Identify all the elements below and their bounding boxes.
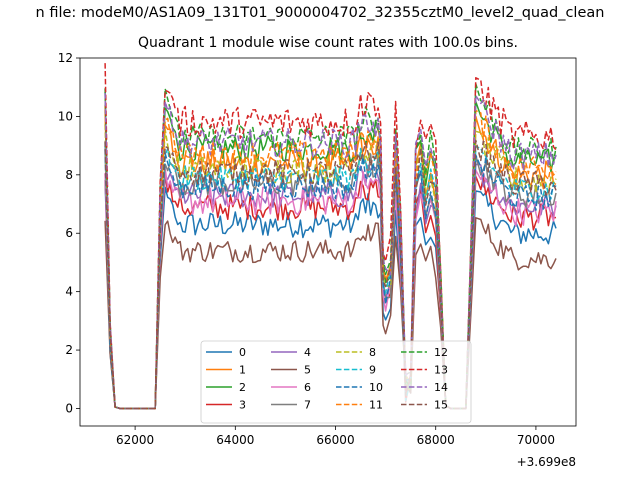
- series-line-0: [104, 179, 557, 410]
- legend-label-15: 15: [434, 399, 448, 412]
- y-tick-label: 2: [65, 343, 73, 357]
- figure-suptitle: n file: modeM0/AS1A09_131T01_9000004702_…: [35, 5, 605, 21]
- plot-frame: [79, 57, 577, 427]
- x-tick-label: 68000: [417, 433, 455, 447]
- legend-label-1: 1: [239, 364, 246, 377]
- legend-label-7: 7: [304, 399, 311, 412]
- y-axis: 0 2 4 6 8 10 12: [58, 51, 80, 415]
- y-tick-label: 8: [65, 168, 73, 182]
- series-line-7: [104, 149, 557, 410]
- y-tick-label: 10: [58, 109, 73, 123]
- x-tick-label: 66000: [316, 433, 354, 447]
- legend-label-0: 0: [239, 346, 246, 359]
- y-tick-label: 0: [65, 401, 73, 415]
- series-line-9: [104, 142, 557, 410]
- legend-label-13: 13: [434, 364, 448, 377]
- x-offset-label: +3.699e8: [517, 455, 576, 469]
- series-line-14: [104, 92, 557, 410]
- series-line-15: [104, 139, 557, 410]
- legend-label-14: 14: [434, 381, 448, 394]
- series-line-8: [104, 124, 557, 410]
- y-tick-label: 12: [58, 51, 73, 65]
- legend-label-12: 12: [434, 346, 448, 359]
- legend-label-4: 4: [304, 346, 311, 359]
- legend-label-3: 3: [239, 399, 246, 412]
- series-line-5: [104, 217, 557, 410]
- y-tick-label: 6: [65, 226, 73, 240]
- y-tick-label: 4: [65, 285, 73, 299]
- series-line-13: [104, 63, 557, 410]
- x-tick-label: 62000: [116, 433, 154, 447]
- legend-label-11: 11: [369, 399, 383, 412]
- legend-label-9: 9: [369, 364, 376, 377]
- legend-label-8: 8: [369, 346, 376, 359]
- legend-label-10: 10: [369, 381, 383, 394]
- legend-label-6: 6: [304, 381, 311, 394]
- legend-box: [200, 340, 472, 424]
- legend-label-5: 5: [304, 364, 311, 377]
- series-line-1: [104, 110, 557, 410]
- series-line-11: [104, 105, 557, 410]
- x-axis: 62000 64000 66000 68000 70000: [116, 426, 555, 447]
- x-tick-label: 70000: [517, 433, 555, 447]
- x-tick-label: 64000: [216, 433, 254, 447]
- series-lines: [104, 63, 557, 410]
- legend-label-2: 2: [239, 381, 246, 394]
- chart-title: Quadrant 1 module wise count rates with …: [138, 35, 518, 51]
